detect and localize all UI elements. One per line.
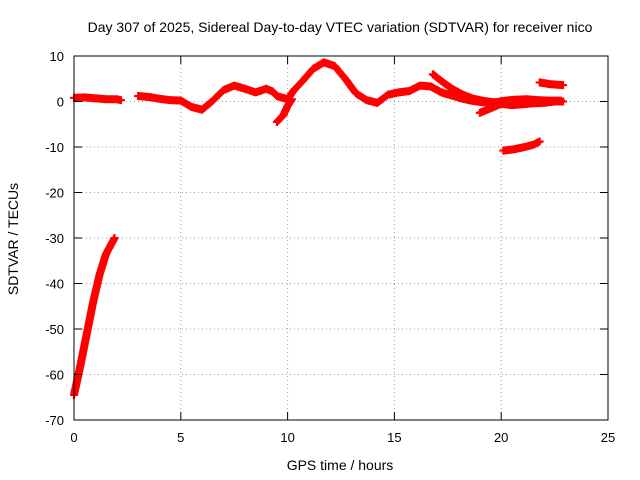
x-tick-label: 5 (177, 430, 184, 445)
y-tick-label: -30 (45, 231, 64, 246)
series-markers (499, 137, 544, 155)
series-markers (134, 58, 566, 114)
ticks: 0 5 10 15 20 25 -70 -60 -50 -40 -30 -20 -10 0 10 (45, 49, 615, 445)
series-early-band (70, 93, 125, 105)
series-descending-track (428, 70, 499, 107)
series-markers (70, 93, 125, 105)
series-markers (475, 97, 568, 117)
series-markers (428, 70, 499, 107)
series-late-high (535, 78, 568, 90)
series-layer (70, 58, 568, 399)
series-main-band (134, 58, 566, 114)
series-lower-band (475, 97, 568, 117)
y-tick-label: 0 (57, 95, 64, 110)
y-tick-label: -50 (45, 322, 64, 337)
y-tick-label: -40 (45, 277, 64, 292)
x-axis-label: GPS time / hours (287, 457, 394, 473)
y-tick-label: -70 (45, 413, 64, 428)
series-dip-segment (272, 95, 296, 126)
series-late-low (499, 137, 544, 155)
grid (74, 56, 608, 420)
x-tick-label: 25 (601, 430, 615, 445)
chart-title: Day 307 of 2025, Sidereal Day-to-day VTE… (88, 19, 593, 35)
y-axis-label: SDTVAR / TECUs (5, 183, 21, 295)
series-markers (535, 78, 568, 90)
y-tick-label: 10 (50, 49, 64, 64)
series-markers (272, 95, 296, 126)
y-tick-label: -10 (45, 140, 64, 155)
y-tick-label: -20 (45, 186, 64, 201)
x-tick-label: 0 (70, 430, 77, 445)
y-tick-label: -60 (45, 368, 64, 383)
x-tick-label: 20 (494, 430, 508, 445)
x-tick-label: 10 (280, 430, 294, 445)
x-tick-label: 15 (387, 430, 401, 445)
